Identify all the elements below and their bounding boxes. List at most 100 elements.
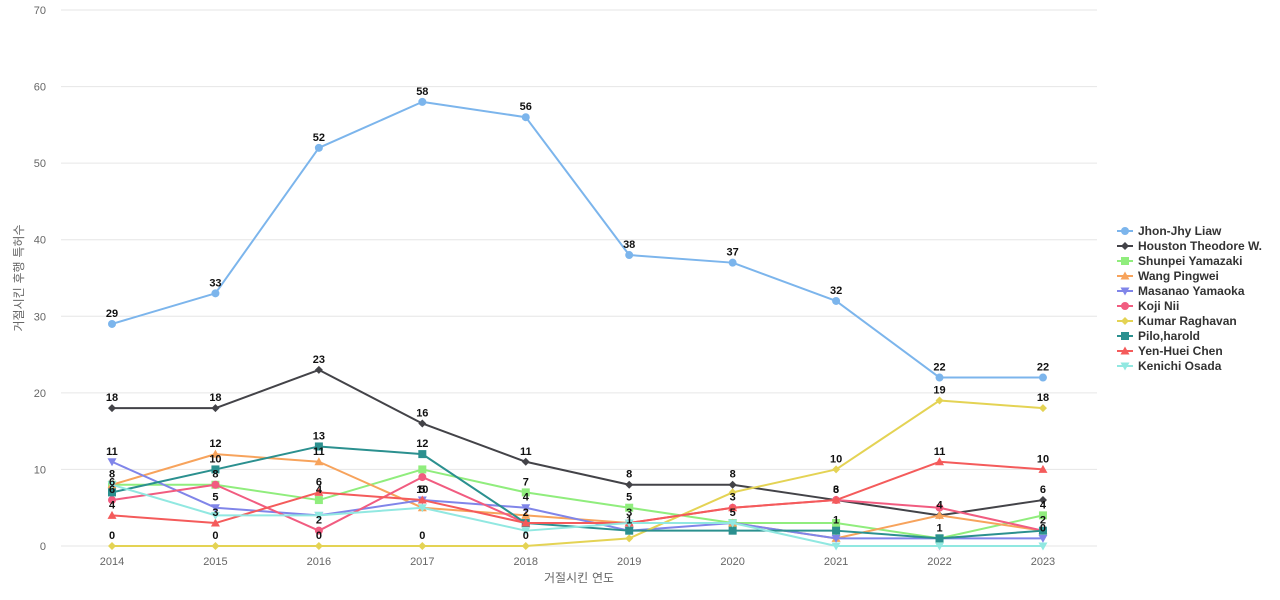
data-point (108, 319, 116, 328)
data-point (108, 488, 116, 497)
data-point (211, 480, 220, 489)
data-point (417, 495, 427, 504)
data-label: 8 (212, 469, 218, 481)
data-point (418, 542, 427, 550)
legend-label: Masanao Yamaoka (1138, 284, 1245, 298)
legend-item[interactable]: Wang Pingwei (1117, 269, 1219, 283)
legend-marker (1121, 302, 1129, 310)
y-tick-label: 20 (34, 388, 46, 400)
data-point (211, 465, 220, 474)
data-point (418, 465, 427, 474)
data-label: 12 (209, 438, 221, 450)
data-point (314, 457, 324, 466)
data-label: 7 (523, 476, 529, 488)
data-point (625, 534, 634, 543)
data-point (417, 504, 427, 513)
data-point (1038, 526, 1047, 535)
data-point (418, 450, 427, 459)
data-point (728, 519, 738, 528)
data-point (1038, 542, 1048, 551)
data-point (728, 503, 738, 512)
data-label: 1 (626, 515, 632, 527)
data-point (624, 519, 634, 528)
data-point (625, 480, 634, 489)
legend-item[interactable]: Koji Nii (1117, 299, 1179, 313)
data-point (210, 518, 220, 527)
y-axis-title: 거절시킨 후행 특허수 (11, 225, 26, 332)
x-tick-label: 2020 (720, 556, 744, 568)
data-label: 5 (626, 492, 632, 504)
data-point (935, 510, 945, 519)
legend-marker (1120, 362, 1130, 371)
x-axis-title: 거절시킨 연도 (544, 571, 614, 585)
gridlines (61, 9, 1097, 547)
data-point (314, 365, 323, 374)
data-point (1038, 534, 1048, 543)
series-line (111, 483, 1043, 547)
data-label: 3 (212, 507, 218, 519)
data-label: 8 (730, 469, 736, 481)
legend-item[interactable]: Kumar Raghavan (1117, 314, 1237, 328)
data-point (728, 480, 737, 489)
legend-item[interactable]: Houston Theodore W. (1117, 239, 1262, 253)
legend-label: Kenichi Osada (1138, 359, 1222, 373)
legend-marker (1121, 317, 1129, 325)
y-tick-label: 60 (34, 82, 46, 94)
data-label: 5 (419, 484, 425, 496)
series-7 (108, 396, 1047, 550)
x-tick-label: 2018 (514, 556, 538, 568)
data-point (107, 458, 117, 467)
data-point (831, 495, 841, 504)
legend-item[interactable]: Masanao Yamaoka (1117, 284, 1245, 298)
data-label: 3 (626, 507, 632, 519)
data-label: 22 (933, 362, 945, 374)
y-axis-ticks: 0 10 20 30 40 50 60 70 (34, 5, 46, 553)
x-tick-label: 2023 (1031, 556, 1055, 568)
data-label: 6 (109, 476, 115, 488)
legend-marker (1120, 271, 1130, 280)
data-label: 6 (109, 484, 115, 496)
legend-item[interactable]: Kenichi Osada (1117, 359, 1222, 373)
data-point (1038, 404, 1047, 413)
data-label: 5 (730, 507, 736, 519)
data-point (1038, 373, 1047, 382)
data-point (521, 542, 530, 550)
data-label: 56 (520, 101, 532, 113)
x-tick-label: 2022 (927, 556, 951, 568)
data-label: 58 (416, 86, 428, 98)
data-point (108, 496, 116, 505)
data-label: 19 (933, 385, 945, 397)
legend-marker (1121, 257, 1129, 265)
data-point (728, 488, 737, 497)
data-point (935, 542, 945, 551)
series-line (111, 445, 1044, 540)
data-label: 0 (419, 530, 425, 542)
y-tick-label: 10 (34, 464, 46, 476)
data-point (935, 503, 944, 512)
series-1 (108, 97, 1047, 382)
legend-item[interactable]: Pilo,harold (1117, 329, 1200, 343)
data-label: 12 (416, 438, 428, 450)
data-label: 10 (1037, 453, 1049, 465)
series-6 (108, 473, 1047, 535)
x-tick-label: 2015 (203, 556, 227, 568)
legend-label: Koji Nii (1138, 299, 1179, 313)
data-point (314, 526, 323, 535)
data-label: 5 (212, 492, 218, 504)
data-label: 0 (316, 530, 322, 542)
data-label: 0 (1040, 522, 1046, 534)
legend-item[interactable]: Jhon-Jhy Liaw (1117, 224, 1222, 238)
data-label: 11 (520, 446, 532, 458)
data-label: 10 (209, 453, 221, 465)
data-label: 52 (313, 132, 325, 144)
data-point (935, 457, 945, 466)
legend-item[interactable]: Shunpei Yamazaki (1117, 254, 1243, 268)
data-point (831, 542, 841, 551)
data-label: 10 (830, 453, 842, 465)
legend-item[interactable]: Yen-Huei Chen (1117, 344, 1223, 358)
data-point (314, 143, 323, 152)
data-label: 1 (936, 522, 942, 534)
data-label: 8 (109, 469, 115, 481)
